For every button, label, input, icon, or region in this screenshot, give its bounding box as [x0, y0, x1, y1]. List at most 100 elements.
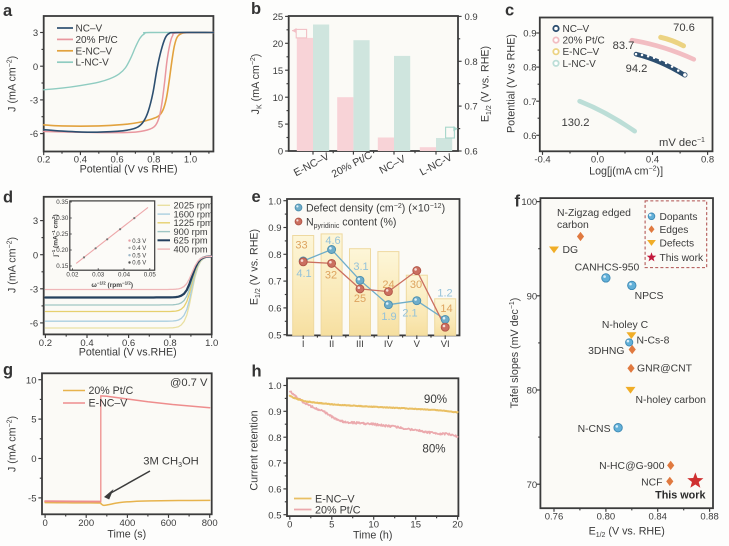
svg-text:10: 10	[368, 520, 379, 531]
svg-text:0.5: 0.5	[268, 510, 281, 521]
svg-text:f: f	[515, 193, 521, 211]
svg-text:Defect density (cm−2) (×10−12): Defect density (cm−2) (×10−12)	[306, 202, 445, 214]
svg-text:0: 0	[33, 62, 38, 73]
svg-text:E1/2 (V vs. RHE): E1/2 (V vs. RHE)	[249, 229, 263, 305]
svg-text:80%: 80%	[422, 443, 445, 456]
svg-text:15: 15	[410, 520, 421, 531]
svg-text:5: 5	[278, 120, 283, 131]
svg-text:20% Pt/C: 20% Pt/C	[89, 385, 134, 397]
svg-text:0.7: 0.7	[268, 459, 281, 470]
svg-text:0.02: 0.02	[66, 271, 79, 278]
svg-text:25: 25	[273, 12, 284, 23]
svg-text:0.6: 0.6	[110, 155, 123, 166]
svg-text:J (mA cm−2): J (mA cm−2)	[7, 56, 19, 112]
svg-text:E-NC–V: E-NC–V	[563, 47, 600, 58]
svg-text:0.15: 0.15	[56, 263, 69, 270]
svg-text:CANHCS-950: CANHCS-950	[575, 263, 640, 274]
svg-text:0.84: 0.84	[648, 512, 667, 523]
svg-text:130.2: 130.2	[562, 117, 590, 129]
svg-text:III: III	[356, 339, 364, 350]
svg-text:N-holey carbon: N-holey carbon	[636, 395, 707, 406]
svg-text:Time (s): Time (s)	[107, 529, 146, 541]
svg-text:g: g	[3, 361, 13, 379]
svg-text:2.1: 2.1	[402, 308, 417, 320]
svg-text:0.7: 0.7	[465, 102, 478, 113]
svg-text:33: 33	[295, 240, 307, 252]
svg-text:15: 15	[273, 66, 284, 77]
svg-text:0: 0	[278, 147, 283, 158]
svg-text:VI: VI	[441, 339, 450, 350]
svg-text:h: h	[252, 363, 262, 381]
svg-text:1.9: 1.9	[381, 311, 396, 323]
svg-text:0.4: 0.4	[74, 155, 87, 166]
svg-text:N-Zigzag edged: N-Zigzag edged	[557, 208, 631, 219]
svg-text:0.9: 0.9	[268, 223, 281, 234]
svg-text:0.6: 0.6	[523, 131, 536, 142]
svg-text:0.8: 0.8	[268, 433, 281, 444]
svg-text:24: 24	[382, 279, 394, 291]
svg-text:Potential (V vs RHE): Potential (V vs RHE)	[80, 164, 178, 176]
svg-text:0: 0	[31, 454, 36, 465]
svg-text:1600 rpm: 1600 rpm	[174, 209, 214, 219]
svg-text:NCF: NCF	[641, 478, 662, 489]
svg-text:0.7: 0.7	[268, 277, 281, 288]
svg-text:-3: -3	[30, 96, 38, 107]
svg-text:0.35: 0.35	[56, 199, 69, 206]
svg-text:3M CH3OH: 3M CH3OH	[143, 456, 199, 470]
svg-text:900 rpm: 900 rpm	[174, 227, 208, 237]
svg-text:c: c	[505, 2, 514, 20]
svg-text:0.6 V: 0.6 V	[132, 261, 146, 267]
svg-text:Dopants: Dopants	[660, 212, 698, 223]
svg-text:1.0: 1.0	[205, 338, 218, 349]
svg-text:E-NC–V: E-NC–V	[89, 398, 129, 410]
svg-text:IV: IV	[384, 339, 394, 350]
svg-text:800: 800	[202, 518, 218, 529]
svg-text:0.30: 0.30	[56, 215, 69, 222]
svg-text:0.76: 0.76	[545, 512, 564, 523]
svg-text:JK (mA cm−2): JK (mA cm−2)	[250, 54, 264, 115]
svg-text:400 rpm: 400 rpm	[174, 244, 208, 254]
svg-text:20% Pt/C: 20% Pt/C	[315, 504, 361, 516]
svg-text:-0.4: -0.4	[534, 155, 550, 166]
svg-text:0.6: 0.6	[465, 147, 478, 158]
svg-text:0.03: 0.03	[92, 271, 105, 278]
svg-text:Log[j(mA cm−2)]: Log[j(mA cm−2)]	[589, 166, 663, 178]
svg-text:600: 600	[161, 518, 177, 529]
svg-text:a: a	[3, 2, 13, 20]
svg-text:1.0: 1.0	[268, 381, 281, 392]
svg-text:0.7: 0.7	[523, 97, 536, 108]
svg-text:25: 25	[354, 293, 366, 305]
svg-text:90: 90	[527, 291, 538, 302]
svg-text:20: 20	[273, 39, 284, 50]
svg-text:0.6: 0.6	[122, 338, 135, 349]
svg-text:1.0: 1.0	[268, 196, 281, 207]
svg-text:83.7: 83.7	[613, 40, 635, 52]
svg-text:0: 0	[287, 520, 292, 531]
svg-text:carbon: carbon	[557, 220, 589, 231]
svg-text:0.04: 0.04	[118, 271, 131, 278]
svg-text:0.2: 0.2	[37, 155, 50, 166]
svg-text:V: V	[414, 339, 421, 350]
svg-text:L-NC-V: L-NC-V	[563, 59, 597, 70]
svg-text:1225 rpm: 1225 rpm	[174, 218, 214, 228]
svg-text:10: 10	[273, 93, 284, 104]
svg-text:1.2: 1.2	[437, 288, 452, 300]
svg-text:-5: -5	[28, 494, 36, 505]
svg-text:3.1: 3.1	[353, 261, 368, 273]
svg-text:5: 5	[329, 520, 334, 531]
svg-text:90%: 90%	[424, 393, 447, 406]
svg-text:0.88: 0.88	[700, 512, 719, 523]
svg-text:Edges: Edges	[660, 225, 689, 236]
svg-text:3: 3	[33, 28, 38, 39]
svg-text:This work: This work	[655, 490, 706, 502]
svg-text:0.20: 0.20	[56, 247, 69, 254]
svg-text:NPCS: NPCS	[635, 291, 664, 302]
svg-text:0.8: 0.8	[523, 63, 536, 74]
svg-text:Potential (V vs.RHE): Potential (V vs.RHE)	[79, 347, 177, 359]
svg-text:0.8: 0.8	[465, 57, 478, 68]
svg-text:3: 3	[33, 216, 38, 227]
svg-text:2025 rpm: 2025 rpm	[174, 201, 214, 211]
svg-text:625 rpm: 625 rpm	[174, 236, 208, 246]
svg-text:N-Cs-8: N-Cs-8	[637, 336, 670, 347]
svg-text:0.4: 0.4	[646, 155, 659, 166]
